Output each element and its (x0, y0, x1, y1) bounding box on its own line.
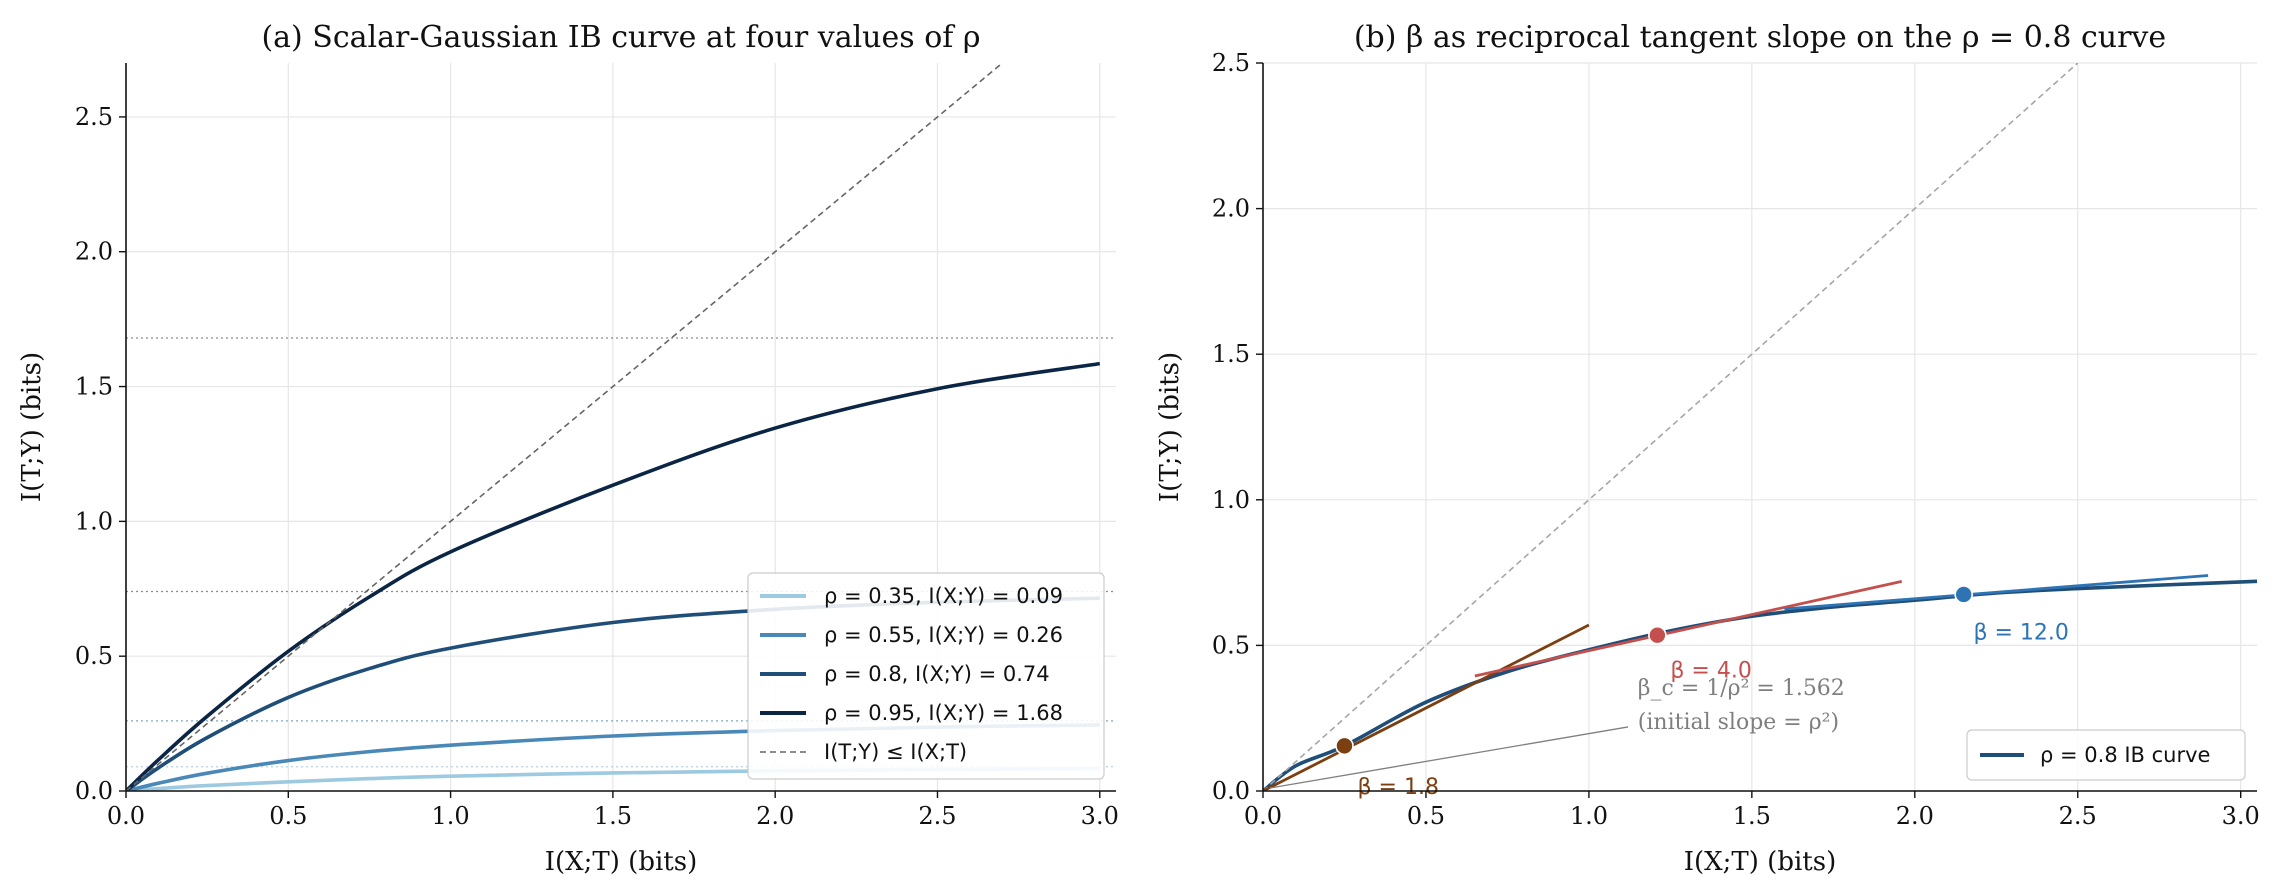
identity-bound-line (1263, 63, 2079, 791)
panel-a-x-axis-label: I(X;T) (bits) (545, 847, 697, 877)
panel-b: (b) β as reciprocal tangent slope on the… (1155, 20, 2260, 877)
tangent-line (1263, 623, 1590, 791)
panel-a-legend: ρ = 0.35, I(X;Y) = 0.09 ρ = 0.55, I(X;Y) … (747, 572, 1105, 780)
panel-b-y-tick-label: 0.5 (1212, 631, 1250, 659)
panel-a-y-tick-label: 2.5 (75, 103, 113, 131)
panel-a-x-ticks: 0.0 0.5 1.0 1.5 2.0 2.5 3.0 (107, 791, 1119, 830)
panel-a-y-tick-label: 0.0 (75, 777, 113, 805)
tangent-line (1474, 579, 1903, 678)
panel-a-y-axis-label: I(T;Y) (bits) (17, 352, 47, 502)
annotation-arrow (1269, 726, 1629, 789)
annotation-critical-beta: β_c = 1/ρ² = 1.562 (1638, 676, 1845, 701)
tangent-beta-label: β = 12.0 (1973, 621, 2068, 646)
panel-b-x-tick-label: 2.0 (1896, 802, 1934, 830)
legend-label: ρ = 0.95, I(X;Y) = 1.68 (824, 701, 1063, 725)
panel-a-x-tick-label: 0.0 (107, 802, 145, 830)
tangent-beta-label: β = 1.8 (1358, 775, 1439, 800)
panel-b-y-axis-label: I(T;Y) (bits) (1155, 352, 1185, 502)
panel-b-legend: ρ = 0.8 IB curve (1966, 729, 2246, 781)
tangent-line (1784, 574, 2209, 611)
legend-label: I(T;Y) ≤ I(X;T) (824, 740, 967, 764)
legend-label: ρ = 0.8, I(X;Y) = 0.74 (824, 662, 1050, 686)
legend-box (747, 572, 1105, 780)
panel-b-x-tick-label: 1.5 (1733, 802, 1771, 830)
panel-a-y-tick-label: 1.0 (75, 507, 113, 535)
panel-b-tangents (1263, 574, 2209, 791)
panel-b-title: (b) β as reciprocal tangent slope on the… (1354, 20, 2166, 55)
panel-a-y-tick-label: 1.5 (75, 373, 113, 401)
panel-b-y-tick-label: 1.5 (1212, 340, 1250, 368)
panel-a-x-tick-label: 3.0 (1081, 802, 1119, 830)
panel-b-grid (1262, 62, 2257, 792)
panel-b-x-tick-label: 3.0 (2222, 802, 2260, 830)
panel-a-x-tick-label: 2.5 (918, 802, 956, 830)
panel-b-x-tick-label: 0.5 (1407, 802, 1445, 830)
panel-b-y-ticks: 0.0 0.5 1.0 1.5 2.0 2.5 (1212, 49, 1263, 805)
panel-a-x-tick-label: 0.5 (269, 802, 307, 830)
panel-a-y-ticks: 0.0 0.5 1.0 1.5 2.0 2.5 (75, 103, 126, 805)
panel-a-x-tick-label: 2.0 (756, 802, 794, 830)
panel-a-y-tick-label: 0.5 (75, 642, 113, 670)
panel-a-title: (a) Scalar-Gaussian IB curve at four val… (261, 20, 980, 55)
legend-items: ρ = 0.35, I(X;Y) = 0.09 ρ = 0.55, I(X;Y) … (760, 584, 1063, 764)
tangent-point (1954, 585, 1973, 604)
panel-b-y-tick-label: 0.0 (1212, 777, 1250, 805)
tangent-point (1335, 736, 1354, 756)
panel-b-x-ticks: 0.0 0.5 1.0 1.5 2.0 2.5 3.0 (1244, 791, 2260, 830)
panel-b-annotation: β_c = 1/ρ² = 1.562 (initial slope = ρ²) β … (1269, 621, 2069, 800)
legend-label: ρ = 0.55, I(X;Y) = 0.26 (824, 623, 1063, 647)
annotation-initial-slope: (initial slope = ρ²) (1638, 710, 1839, 735)
panel-b-x-tick-label: 2.5 (2059, 802, 2097, 830)
panel-a: (a) Scalar-Gaussian IB curve at four val… (17, 20, 1119, 877)
panel-b-y-tick-label: 2.5 (1212, 49, 1250, 77)
panel-a-y-tick-label: 2.0 (75, 238, 113, 266)
panel-a-x-tick-label: 1.0 (432, 802, 470, 830)
legend-box (1966, 729, 2246, 781)
panel-b-x-tick-label: 1.0 (1570, 802, 1608, 830)
panel-b-y-tick-label: 2.0 (1212, 195, 1250, 223)
legend-label-ib-curve: ρ = 0.8 IB curve (2040, 743, 2210, 767)
panel-b-x-tick-label: 0.0 (1244, 802, 1282, 830)
legend-label: ρ = 0.35, I(X;Y) = 0.09 (824, 584, 1063, 608)
panel-b-y-tick-label: 1.0 (1212, 486, 1250, 514)
tangent-beta-label: β = 4.0 (1670, 658, 1751, 683)
panel-a-x-tick-label: 1.5 (594, 802, 632, 830)
tangent-point (1648, 625, 1667, 645)
ib-curve-rho-0.95 (126, 361, 1101, 791)
panel-b-x-axis-label: I(X;T) (bits) (1684, 847, 1836, 877)
